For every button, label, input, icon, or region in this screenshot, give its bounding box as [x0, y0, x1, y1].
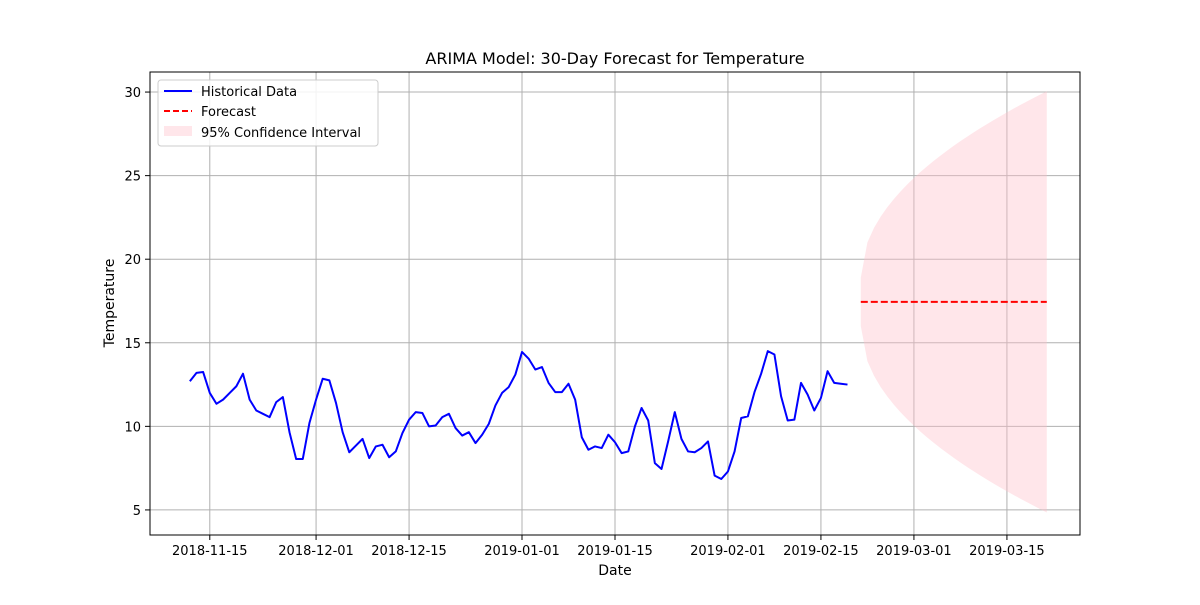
legend-confidence-swatch	[164, 126, 192, 136]
y-tick-label: 25	[124, 170, 141, 185]
x-tick-label: 2019-02-15	[783, 544, 859, 559]
y-tick-label: 20	[124, 253, 141, 268]
y-tick-label: 10	[124, 420, 141, 435]
x-tick-label: 2019-03-01	[876, 544, 952, 559]
x-tick-label: 2018-12-15	[371, 544, 447, 559]
legend-box	[157, 79, 379, 147]
y-axis-label: Temperature	[102, 259, 118, 349]
x-tick-label: 2019-03-15	[969, 544, 1045, 559]
grid-lines	[150, 72, 1080, 535]
x-tick-label: 2018-12-01	[278, 544, 354, 559]
x-tick-label: 2019-01-15	[577, 544, 653, 559]
y-tick-label: 5	[133, 504, 141, 519]
historical-series-line	[189, 350, 848, 481]
y-tick-label: 30	[124, 86, 141, 101]
legend-forecast-label: Forecast	[201, 105, 256, 120]
chart-title: ARIMA Model: 30-Day Forecast for Tempera…	[425, 49, 804, 68]
series-layer	[189, 300, 1047, 481]
y-tick-label: 15	[124, 337, 141, 352]
axis-ticks: 2018-11-15 2018-12-01 2018-12-15 2019-01-01…	[124, 86, 1044, 559]
x-tick-label: 2018-11-15	[172, 544, 248, 559]
x-tick-label: 2019-02-01	[690, 544, 766, 559]
x-axis-label: Date	[598, 563, 631, 579]
x-tick-label: 2019-01-01	[484, 544, 560, 559]
legend-confidence-label: 95% Confidence Interval	[201, 126, 361, 141]
legend: Historical Data Forecast 95% Confidence …	[157, 79, 379, 147]
legend-historical-label: Historical Data	[201, 85, 297, 100]
